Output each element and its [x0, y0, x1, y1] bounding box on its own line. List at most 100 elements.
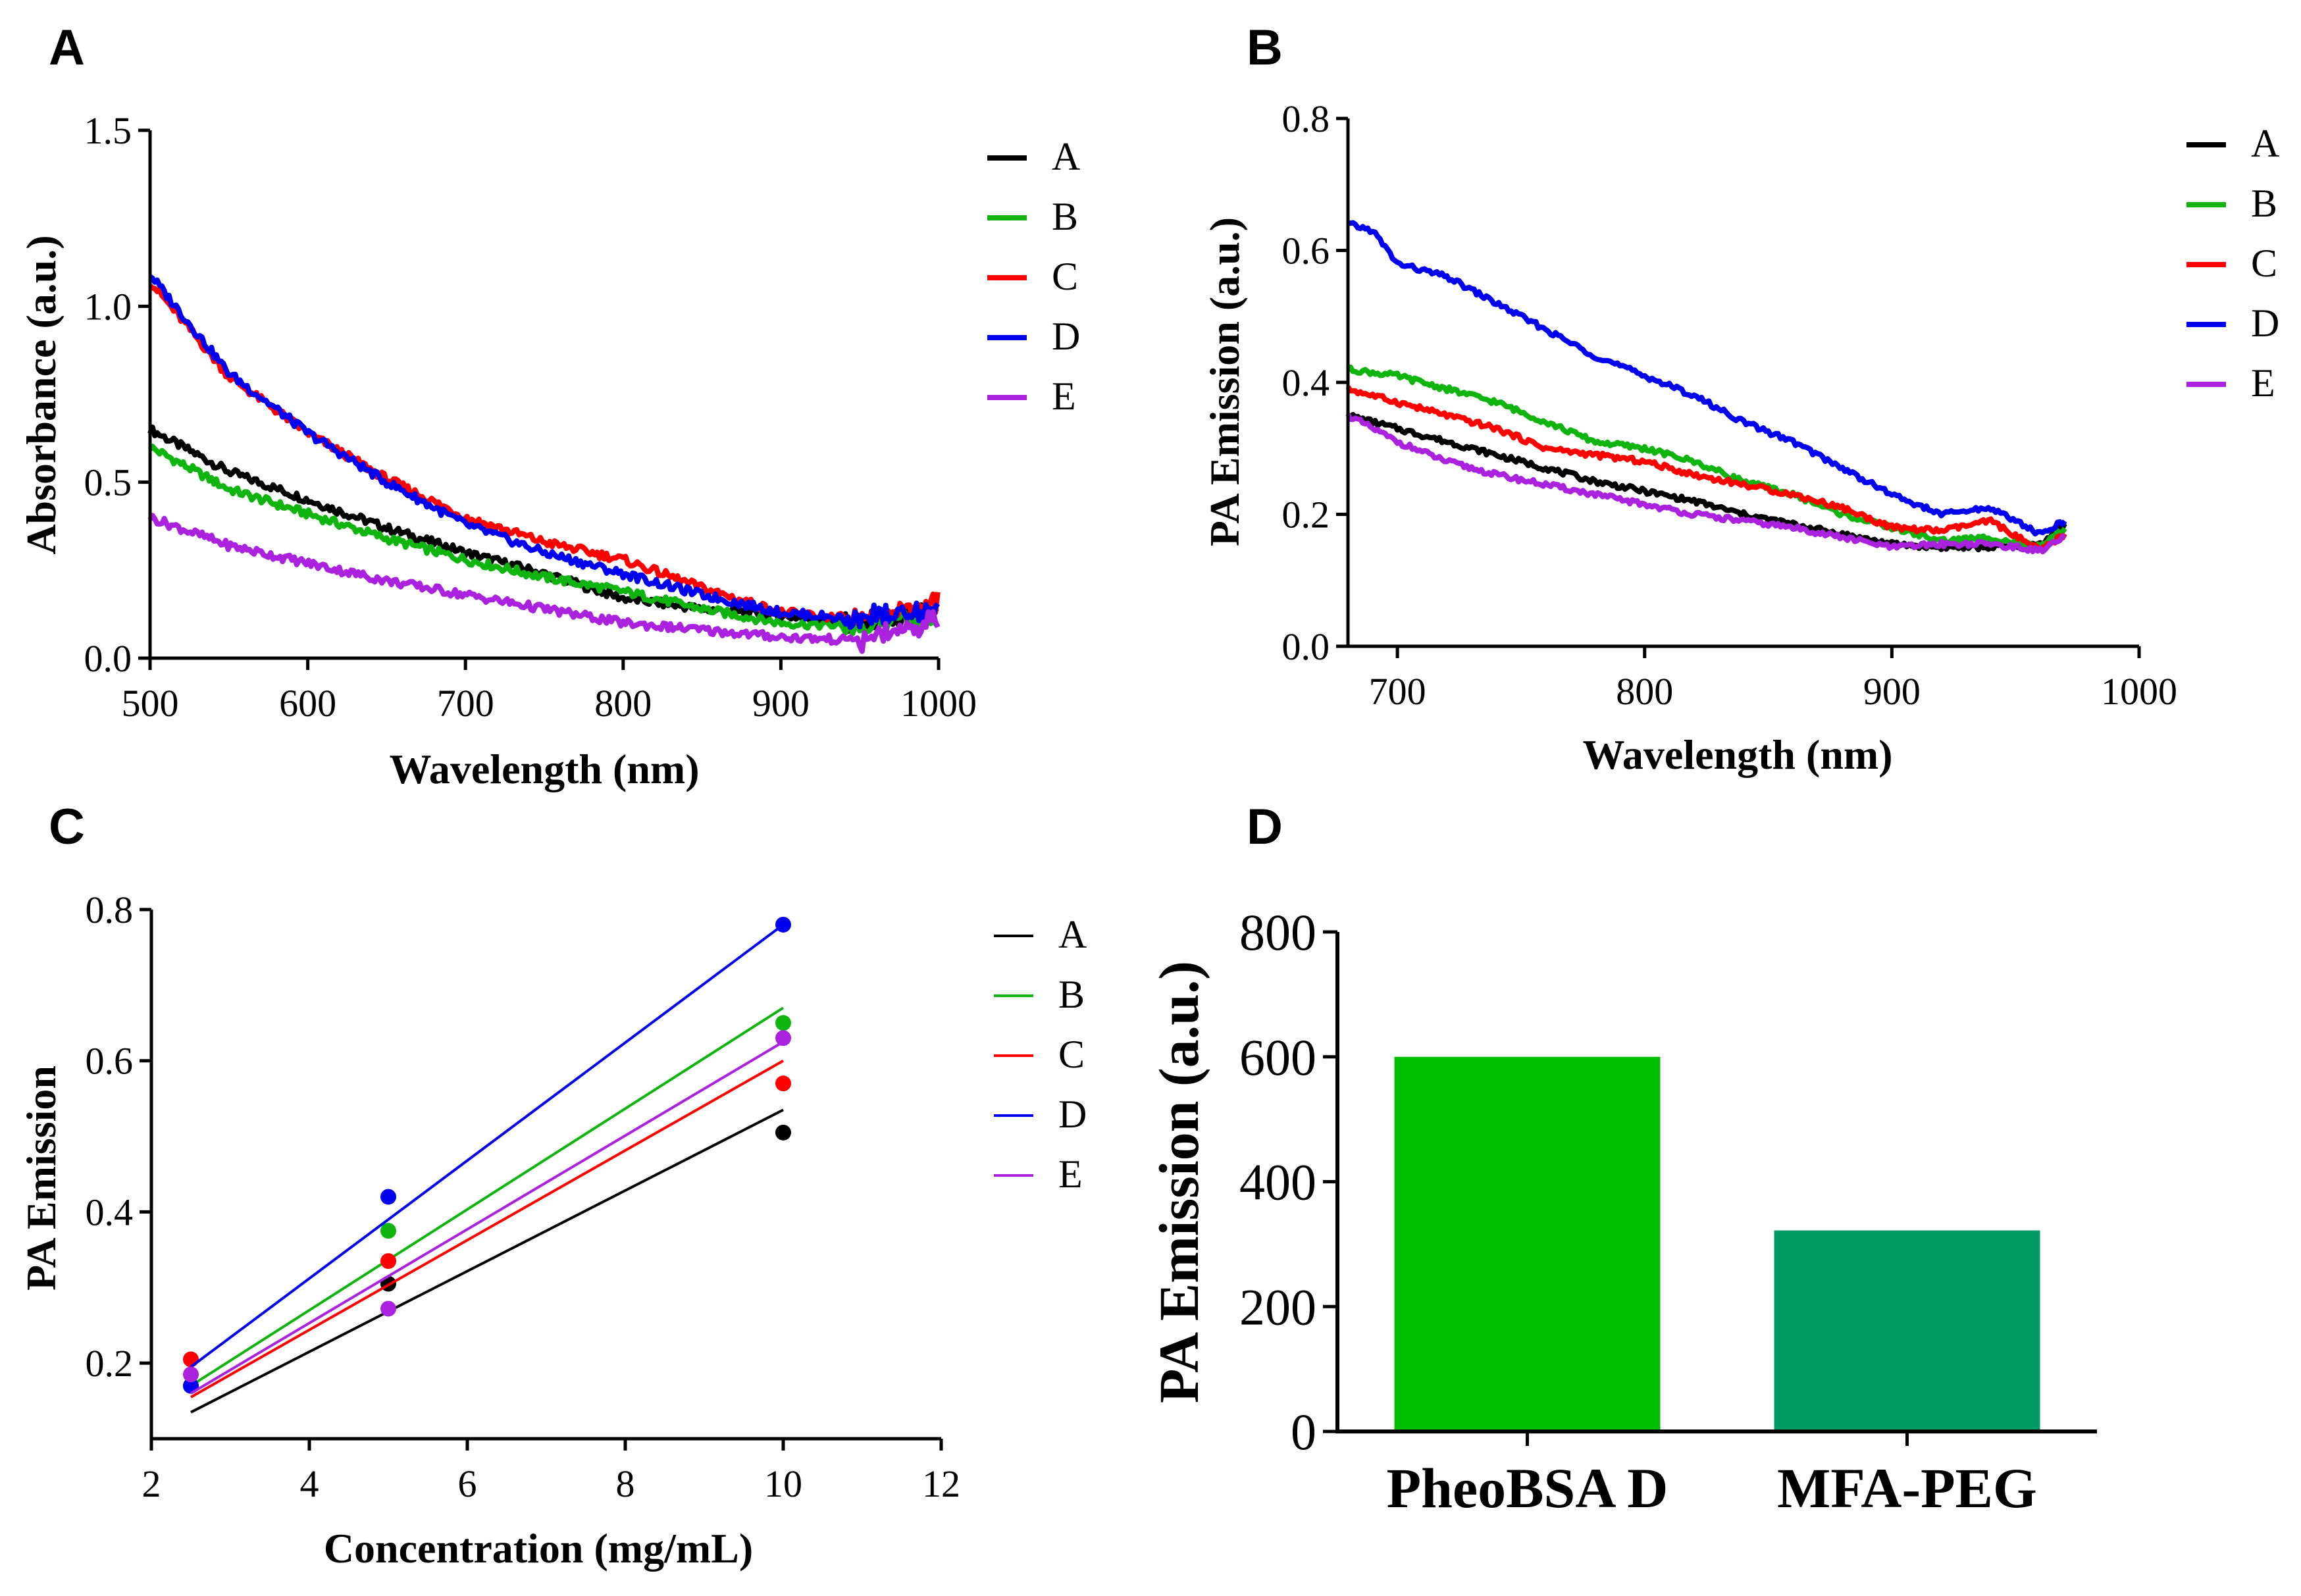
panel-a-y-tick-label: 1.5	[84, 109, 132, 152]
panel-c-series-a-legend-label: A	[1058, 913, 1087, 956]
panel-b-x-tick-label: 700	[1369, 670, 1426, 713]
panel-c-y-tick-label: 0.8	[86, 888, 134, 931]
panel-c-x-tick-label: 6	[458, 1462, 477, 1505]
panel-b-series-e-line	[1345, 413, 2067, 555]
panel-d-ticks: 0 200 400 600 800 PheoBSA D MFA-PEG	[1239, 904, 2037, 1520]
panel-a-series-a-legend-label: A	[1052, 135, 1080, 178]
panel-b-x-axis-title: Wavelength (nm)	[1582, 731, 1892, 778]
panel-a-ticks: 0.0 0.5 1.0 1.5 500 600 700 800 900 1000	[84, 109, 977, 725]
panel-d-y-tick-label: 600	[1239, 1029, 1316, 1086]
panel-b-series-a-legend-label: A	[2251, 122, 2279, 165]
panel-d-bar-1	[1394, 1056, 1661, 1431]
panel-a-y-tick-label: 0.0	[84, 637, 132, 680]
panel-a-plot	[147, 274, 941, 654]
panel-c-series-e-legend-label: E	[1058, 1152, 1083, 1196]
panel-c-x-tick-label: 12	[922, 1462, 960, 1505]
panel-a-x-tick-label: 500	[122, 682, 179, 725]
panel-b-series-e-legend-label: E	[2251, 361, 2275, 405]
panel-c-x-tick-label: 2	[142, 1462, 161, 1505]
panel-c: C 0.2 0.4 0.6 0.8 2 4 6 8 10 12 Concentration (mg…	[18, 799, 1087, 1572]
panel-a-series-e-line	[147, 513, 941, 654]
panel-a-y-tick-label: 0.5	[84, 461, 132, 504]
panel-c-series-a-point	[775, 1124, 791, 1141]
panel-b-y-tick-label: 0.6	[1282, 230, 1330, 272]
panel-c-plot	[183, 916, 791, 1414]
panel-d-bar-2	[1774, 1230, 2040, 1431]
panel-c-series-c-point	[380, 1253, 396, 1270]
panel-a-series-d-legend-label: D	[1052, 315, 1080, 358]
panel-b-x-tick-label: 900	[1863, 670, 1921, 713]
panel-b-y-tick-label: 0.8	[1282, 97, 1330, 140]
panel-b-series-c-line	[1345, 385, 2067, 553]
panel-d-y-tick-label: 0	[1291, 1403, 1316, 1460]
panel-c-x-tick-label: 4	[300, 1462, 319, 1505]
panel-a-series-e-legend-label: E	[1052, 374, 1076, 418]
panel-c-series-d-fit-line	[190, 923, 785, 1368]
panel-b: B 0.0 0.2 0.4 0.6 0.8 700 800 900 1000 Wavelengt…	[1201, 20, 2279, 778]
panel-a-y-tick-label: 1.0	[84, 285, 132, 328]
panel-a-x-tick-label: 900	[752, 682, 810, 725]
panel-c-series-b-point	[775, 1015, 791, 1031]
panel-c-x-tick-label: 8	[616, 1462, 635, 1505]
panel-letter-d: D	[1247, 799, 1283, 855]
panel-a-x-tick-label: 1000	[900, 682, 977, 725]
panel-c-series-b-point	[380, 1223, 396, 1239]
panel-d-y-tick-label: 400	[1239, 1154, 1316, 1211]
panel-c-series-e-point	[775, 1030, 791, 1046]
panel-c-series-d-legend-label: D	[1058, 1093, 1087, 1136]
panel-b-y-tick-label: 0.0	[1282, 625, 1330, 668]
panel-c-y-axis-title: PA Emission	[18, 1066, 65, 1291]
panel-b-series-b-legend-label: B	[2251, 182, 2277, 225]
panel-letter-b: B	[1247, 20, 1283, 76]
panel-a-series-b-legend-label: B	[1052, 195, 1078, 238]
panel-c-series-a-fit-line	[190, 1108, 784, 1414]
panel-c-series-d-point	[775, 916, 791, 933]
panel-a-series-d-line	[148, 274, 941, 631]
panel-d-category-label-2: MFA-PEG	[1777, 1456, 2037, 1520]
panel-c-series-e-point	[183, 1366, 199, 1383]
panel-a-x-tick-label: 800	[594, 682, 652, 725]
panel-b-series-b-line	[1345, 364, 2067, 549]
panel-d-y-tick-label: 200	[1239, 1278, 1316, 1335]
panel-a-series-a-line	[147, 425, 939, 636]
panel-a-series-b-line	[147, 444, 940, 636]
panel-c-ticks: 0.2 0.4 0.6 0.8 2 4 6 8 10 12	[86, 888, 961, 1505]
panel-c-series-c-point	[183, 1351, 199, 1368]
panel-d-y-axis-title: PA Emission (a.u.)	[1147, 961, 1210, 1403]
panel-c-y-tick-label: 0.4	[86, 1191, 134, 1233]
panel-d-category-label-1: PheoBSA D	[1387, 1456, 1668, 1520]
panel-b-series-c-legend-label: C	[2251, 242, 2277, 285]
panel-c-series-c-legend-label: C	[1058, 1033, 1085, 1076]
panel-d-y-tick-label: 800	[1239, 904, 1316, 961]
panel-c-y-tick-label: 0.6	[86, 1040, 134, 1083]
panel-b-series-d-legend-label: D	[2251, 301, 2279, 345]
panel-c-y-tick-label: 0.2	[86, 1342, 134, 1385]
panel-d-plot	[1394, 1056, 2040, 1431]
panel-c-series-b-fit-line	[190, 1006, 785, 1387]
panel-c-series-c-point	[775, 1075, 791, 1092]
panel-c-x-tick-label: 10	[764, 1462, 802, 1505]
panel-b-x-tick-label: 800	[1616, 670, 1673, 713]
panel-letter-c: C	[49, 799, 85, 855]
panel-b-series-d-line	[1347, 220, 2067, 537]
panel-a: A 0.0 0.5 1.0 1.5 500 600 700 800 900 1000 Wavele…	[18, 20, 1080, 792]
panel-c-x-axis-title: Concentration (mg/mL)	[324, 1525, 753, 1572]
panel-d: D 0 200 400 600 800 PheoBSA D MFA-PEG PA Emiss…	[1147, 799, 2097, 1520]
panel-c-series-d-point	[380, 1189, 396, 1205]
panel-c-series-b-legend-label: B	[1058, 973, 1085, 1016]
panel-b-plot	[1345, 220, 2067, 555]
panel-a-series-c-legend-label: C	[1052, 255, 1078, 298]
panel-b-y-axis-title: PA Emission (a.u.)	[1201, 217, 1248, 546]
panel-b-x-tick-label: 1000	[2101, 670, 2177, 713]
panel-b-ticks: 0.0 0.2 0.4 0.6 0.8 700 800 900 1000	[1282, 97, 2178, 713]
panel-a-x-axis-title: Wavelength (nm)	[389, 746, 699, 792]
panel-b-y-tick-label: 0.4	[1282, 361, 1330, 404]
panel-c-series-c-fit-line	[190, 1059, 784, 1399]
panel-c-series-e-point	[380, 1300, 396, 1317]
panel-c-series-e-fit-line	[190, 1041, 785, 1395]
panel-a-x-tick-label: 700	[437, 682, 494, 725]
